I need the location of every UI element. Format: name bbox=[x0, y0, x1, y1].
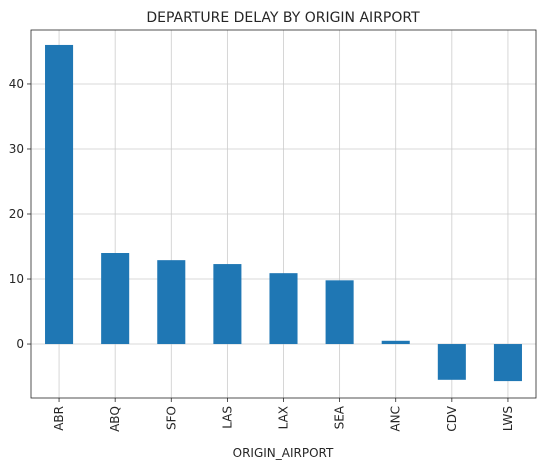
y-tick-label: 40 bbox=[9, 77, 24, 91]
axes-layer: 0 10 20 30 40 ABR ABQ SFO LAS LAX SEA ANC CDV LWS bbox=[9, 29, 537, 432]
x-tick-label: LWS bbox=[501, 406, 515, 431]
bars-layer bbox=[45, 44, 522, 382]
bar-anc bbox=[381, 340, 410, 345]
y-tick-label: 0 bbox=[16, 337, 24, 351]
x-tick-label: ABQ bbox=[108, 406, 122, 432]
x-tick-label: ANC bbox=[389, 406, 403, 432]
x-tick-label: SEA bbox=[333, 405, 347, 429]
y-tick-label: 20 bbox=[9, 207, 24, 221]
x-axis-label: ORIGIN_AIRPORT bbox=[233, 446, 334, 460]
bar-lws bbox=[493, 344, 522, 382]
bar-las bbox=[213, 264, 242, 345]
y-tick-label: 30 bbox=[9, 142, 24, 156]
x-tick-label: SFO bbox=[164, 406, 178, 430]
bar-sfo bbox=[157, 260, 186, 345]
bar-cdv bbox=[437, 344, 466, 380]
bar-abq bbox=[101, 253, 130, 345]
y-tick-label: 10 bbox=[9, 272, 24, 286]
bar-sea bbox=[325, 280, 354, 345]
x-tick-label: ABR bbox=[52, 406, 66, 431]
x-tick-label: CDV bbox=[445, 405, 459, 431]
x-tick-label: LAS bbox=[220, 406, 234, 429]
chart-title: DEPARTURE DELAY BY ORIGIN AIRPORT bbox=[146, 10, 420, 26]
bar-abr bbox=[45, 44, 74, 345]
bar-lax bbox=[269, 273, 298, 345]
x-tick-label: LAX bbox=[277, 406, 291, 429]
